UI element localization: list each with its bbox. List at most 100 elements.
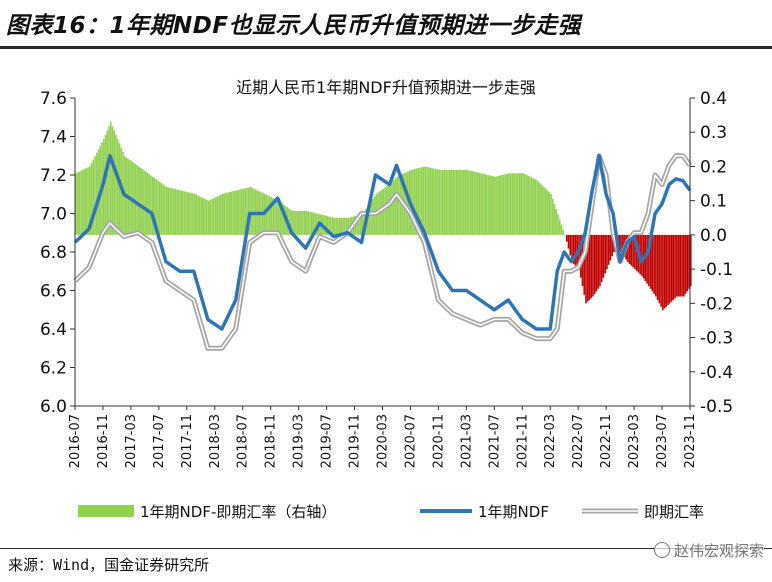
bar <box>468 170 470 235</box>
bar <box>649 234 652 289</box>
bar <box>396 176 399 235</box>
bar <box>361 214 364 235</box>
bar <box>506 173 509 235</box>
x-tick-label: 2019-03 <box>292 414 307 468</box>
bar <box>214 197 217 235</box>
bar <box>181 190 184 235</box>
bar <box>298 210 301 235</box>
bar <box>246 187 248 235</box>
bar <box>211 198 213 235</box>
bar <box>672 234 675 300</box>
bar <box>225 192 227 235</box>
bar <box>192 193 194 235</box>
bar <box>111 126 114 235</box>
bar <box>609 234 612 261</box>
bar <box>606 234 608 270</box>
bar <box>588 234 591 300</box>
bar <box>536 180 538 235</box>
x-tick-label: 2022-03 <box>543 414 558 468</box>
bar <box>662 234 664 311</box>
bar <box>227 192 229 235</box>
x-tick-label: 2016-11 <box>96 414 111 468</box>
bar <box>85 168 88 235</box>
bar <box>240 189 243 235</box>
bar <box>464 169 467 235</box>
bar <box>510 173 512 235</box>
bar <box>503 174 505 235</box>
bar <box>454 169 456 235</box>
bar <box>302 210 304 235</box>
bar <box>118 143 121 235</box>
bar <box>309 211 311 235</box>
bar <box>531 177 533 235</box>
bar <box>197 195 199 235</box>
bar <box>188 192 191 235</box>
bar <box>220 194 222 235</box>
right-tick-label: -0.4 <box>700 363 733 383</box>
bar <box>148 174 150 235</box>
bar <box>337 217 339 235</box>
bar <box>462 169 465 235</box>
bar <box>106 130 109 235</box>
right-tick-label: 0.3 <box>700 123 727 143</box>
bar <box>544 188 547 235</box>
bar <box>109 121 112 235</box>
bar <box>169 187 171 235</box>
bar <box>604 234 606 274</box>
bar <box>384 187 386 235</box>
right-tick-label: -0.3 <box>700 329 733 349</box>
bar <box>515 173 517 235</box>
bar <box>134 163 136 235</box>
x-tick-label: 2021-03 <box>459 414 474 468</box>
bar <box>300 210 302 235</box>
bar <box>424 166 427 235</box>
bar <box>653 234 655 294</box>
bar <box>247 187 250 235</box>
bar <box>489 175 491 235</box>
bar <box>162 184 164 235</box>
right-tick-label: -0.1 <box>700 260 733 280</box>
bar <box>296 210 299 235</box>
bar <box>655 234 657 297</box>
bar <box>558 219 561 235</box>
bar <box>600 234 603 282</box>
bar <box>522 173 524 235</box>
x-tick-label: 2020-07 <box>403 414 418 468</box>
bar <box>476 172 479 235</box>
bar <box>436 169 439 235</box>
bar <box>593 234 596 294</box>
bar <box>546 190 549 235</box>
bar <box>571 234 573 263</box>
bar <box>113 130 116 235</box>
bar <box>569 234 572 256</box>
bar <box>508 173 510 235</box>
bar <box>206 199 208 235</box>
bar <box>289 209 292 235</box>
bar <box>466 169 468 235</box>
bar <box>328 216 330 235</box>
bar <box>504 174 507 235</box>
x-tick-label: 2016-07 <box>68 414 83 468</box>
bar <box>368 204 371 235</box>
bar <box>216 196 219 235</box>
bar <box>382 188 385 235</box>
bar <box>331 217 334 235</box>
axes: 6.0 6.2 6.4 6.6 6.8 7.0 7.2 7.4 7.6 0.4 0.3 0.2 0.1 0… <box>40 89 733 468</box>
bar <box>97 149 100 235</box>
bar <box>684 234 687 294</box>
bar <box>178 189 180 235</box>
bar <box>209 199 212 235</box>
bar <box>389 183 392 235</box>
bar <box>599 234 601 287</box>
bar <box>358 215 360 235</box>
bar <box>607 234 610 265</box>
bar <box>520 173 523 235</box>
bar <box>171 188 173 235</box>
right-tick-label: 0.0 <box>700 226 727 246</box>
bar <box>501 175 503 235</box>
left-tick-label: 6.8 <box>40 243 67 263</box>
bar <box>667 234 669 306</box>
bar <box>538 181 540 235</box>
bar <box>330 216 332 235</box>
bar <box>150 175 152 235</box>
